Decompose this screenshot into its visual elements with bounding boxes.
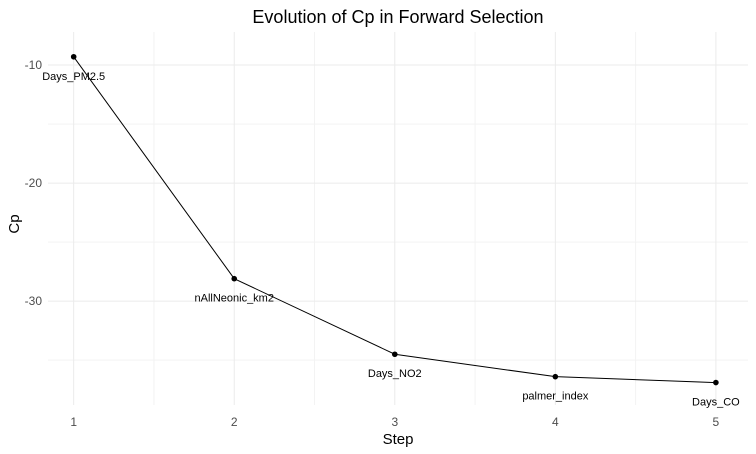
data-point-label: nAllNeonic_km2 (194, 293, 273, 305)
x-axis-title: Step (383, 431, 414, 448)
x-tick-label: 5 (713, 415, 720, 429)
x-tick-label: 1 (70, 415, 77, 429)
grid (48, 32, 748, 405)
data-point-label: Days_PM2.5 (42, 71, 105, 83)
y-tick-label: -10 (25, 58, 43, 72)
data-point (391, 351, 398, 358)
chart-title: Evolution of Cp in Forward Selection (252, 7, 543, 27)
y-tick-label: -20 (25, 176, 43, 190)
data-point (713, 379, 719, 386)
data-point-label: Days_CO (692, 397, 740, 409)
y-tick-label: -30 (25, 294, 43, 308)
data-point-label: palmer_index (522, 391, 589, 403)
y-axis-ticks: -10 -20 -30 (25, 58, 43, 308)
point-labels: Days_PM2.5 nAllNeonic_km2 Days_NO2 palmer_i… (42, 71, 740, 409)
x-tick-label: 3 (391, 415, 398, 429)
x-tick-label: 2 (231, 415, 238, 429)
data-point (70, 53, 77, 60)
x-tick-label: 4 (552, 415, 559, 429)
data-point-label: Days_NO2 (368, 368, 422, 380)
data-point (231, 275, 238, 282)
x-axis-ticks: 1 2 3 4 5 (70, 415, 719, 429)
y-axis-title: Cp (6, 214, 23, 233)
data-points (70, 53, 719, 386)
data-point (552, 373, 559, 380)
